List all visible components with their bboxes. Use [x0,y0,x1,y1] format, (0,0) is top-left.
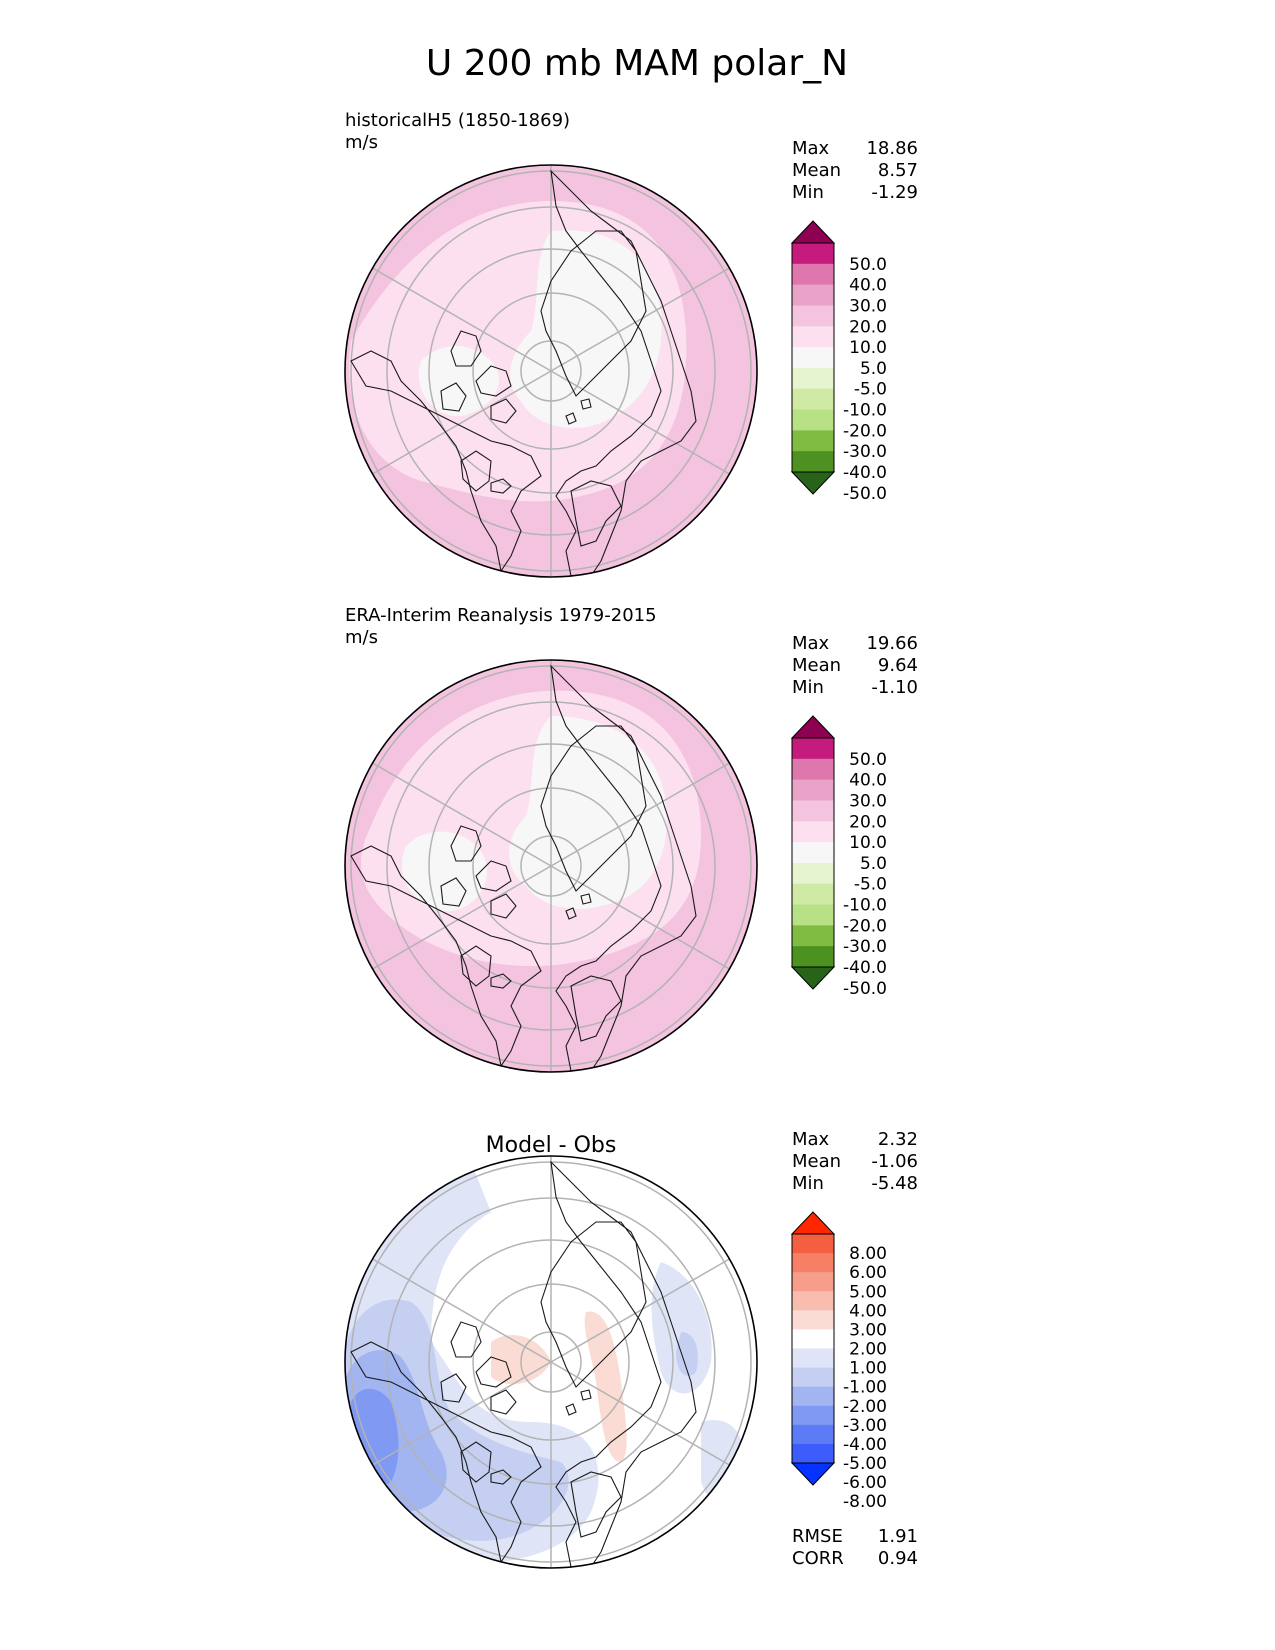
colorbar-tick-label: 1.00 [849,1359,887,1379]
stat-min-label: Min [792,677,824,698]
colorbar-tick-label: 30.0 [849,296,887,316]
colorbar-tick-label: 40.0 [849,276,887,296]
corr-label: CORR [792,1548,844,1569]
figure-title: U 200 mb MAM polar_N [426,43,848,84]
stat-max-label: Max [792,1129,830,1150]
colorbar-tick-label: -4.00 [843,1435,887,1455]
rmse-value: 1.91 [878,1526,918,1547]
colorbar-tick-label: 5.0 [860,359,887,379]
map-border [344,164,758,578]
colorbar-tick-label: -20.0 [843,916,887,936]
colorbar-tick-label: 2.00 [849,1340,887,1360]
stat-mean-label: Mean [792,655,841,676]
colorbar-tick-label: -5.0 [854,875,887,895]
map-gridlines [350,1156,752,1568]
stat-min-value: -1.10 [871,677,918,698]
colorbar: 8.006.005.004.003.002.001.00-1.00-2.00-3… [790,1211,887,1512]
corr-value: 0.94 [878,1548,918,1569]
panel-title: Model - Obs [486,1133,617,1158]
stat-max-label: Max [792,633,830,654]
panel-units: m/s [345,132,378,153]
colorbar: 50.040.030.020.010.05.0-5.0-10.0-20.0-30… [790,220,887,504]
stat-mean-label: Mean [792,160,841,181]
colorbar-tick-label: -10.0 [843,896,887,916]
colorbar-tick-label: 30.0 [849,791,887,811]
colorbar-tick-label: -30.0 [843,937,887,957]
stat-min-label: Min [792,1173,824,1194]
colorbar-tick-label: -40.0 [843,958,887,978]
colorbar-tick-label: -1.00 [843,1378,887,1398]
map-border [344,659,758,1073]
colorbar-tick-label: -2.00 [843,1397,887,1417]
colorbar-tick-label: -8.00 [843,1492,887,1512]
stat-min-value: -1.29 [871,182,918,203]
stat-mean-label: Mean [792,1151,841,1172]
rmse-label: RMSE [792,1526,843,1547]
panel-3: Model - Obs Max 2.32 Mean -1.06 Min -5.48 8.006… [344,1129,918,1569]
colorbar-tick-label: -40.0 [843,463,887,483]
colorbar-tick-label: 8.00 [849,1244,887,1264]
colorbar-tick-label: -5.00 [843,1454,887,1474]
colorbar-tick-label: 20.0 [849,812,887,832]
polar-map [345,660,757,1072]
stat-mean-value: 8.57 [878,160,918,181]
stat-max-value: 19.66 [866,633,918,654]
colorbar-tick-label: -5.0 [854,380,887,400]
colorbar: 50.040.030.020.010.05.0-5.0-10.0-20.0-30… [790,715,887,999]
colorbar-tick-label: 40.0 [849,771,887,791]
stat-max-label: Max [792,138,830,159]
stat-mean-value: 9.64 [878,655,918,676]
colorbar-tick-label: -3.00 [843,1416,887,1436]
colorbar-tick-label: 5.0 [860,854,887,874]
stat-min-value: -5.48 [871,1173,918,1194]
colorbar-tick-label: 20.0 [849,317,887,337]
colorbar-tick-label: -20.0 [843,421,887,441]
colorbar-tick-label: -50.0 [843,484,887,504]
stat-mean-value: -1.06 [871,1151,918,1172]
colorbar-tick-label: 50.0 [849,750,887,770]
map-gridlines [350,165,752,577]
panel-title: ERA-Interim Reanalysis 1979-2015 [345,605,657,626]
colorbar-tick-label: -50.0 [843,979,887,999]
colorbar-tick-label: 4.00 [849,1301,887,1321]
panel-title: historicalH5 (1850-1869) [345,110,570,131]
polar-map [345,165,757,577]
colorbar-tick-label: 10.0 [849,338,887,358]
polar-map [345,1156,757,1568]
stat-max-value: 18.86 [866,138,918,159]
colorbar-tick-label: 5.00 [849,1282,887,1302]
stat-max-value: 2.32 [878,1129,918,1150]
colorbar-tick-label: 50.0 [849,255,887,275]
colorbar-tick-label: 6.00 [849,1263,887,1283]
panel-units: m/s [345,627,378,648]
colorbar-tick-label: -6.00 [843,1473,887,1493]
colorbar-tick-label: 10.0 [849,833,887,853]
stat-min-label: Min [792,182,824,203]
colorbar-tick-label: 3.00 [849,1320,887,1340]
colorbar-tick-label: -30.0 [843,442,887,462]
map-border [344,1155,758,1569]
panel-1: historicalH5 (1850-1869)m/s Max 18.86 Mean 8… [344,110,918,578]
colorbar-tick-label: -10.0 [843,401,887,421]
